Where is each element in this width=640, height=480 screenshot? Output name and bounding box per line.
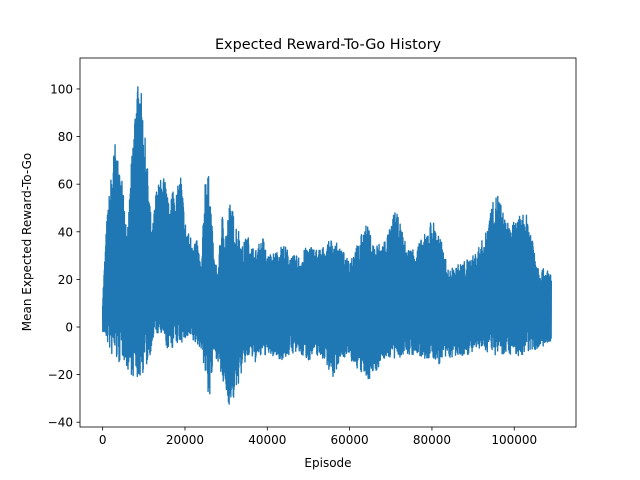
y-tick-label: −40 (48, 416, 73, 430)
x-tick-label: 0 (99, 433, 107, 447)
plot-area (79, 57, 577, 428)
y-tick-label: 20 (58, 273, 73, 287)
x-tick-label: 20000 (166, 433, 204, 447)
x-tick-label: 40000 (248, 433, 286, 447)
chart-title: Expected Reward-To-Go History (215, 37, 442, 53)
y-tick-label: 100 (50, 82, 73, 96)
y-tick-label: −20 (48, 368, 73, 382)
x-tick-label: 60000 (331, 433, 369, 447)
x-tick-label: 80000 (413, 433, 451, 447)
y-axis-label: Mean Expected Reward-To-Go (20, 153, 34, 332)
y-tick-label: 80 (58, 130, 73, 144)
y-axis: −40 −20 0 20 40 60 80 100 (48, 82, 80, 430)
y-tick-label: 60 (58, 178, 73, 192)
x-axis-label: Episode (304, 456, 351, 470)
series-layer (101, 86, 552, 405)
axes-frame (79, 57, 577, 428)
y-tick-label: 40 (58, 225, 73, 239)
y-tick-label: 0 (65, 321, 73, 335)
x-tick-label: 100000 (491, 433, 537, 447)
x-axis: 0 20000 40000 60000 80000 100000 (99, 427, 537, 447)
series-line (101, 86, 552, 405)
